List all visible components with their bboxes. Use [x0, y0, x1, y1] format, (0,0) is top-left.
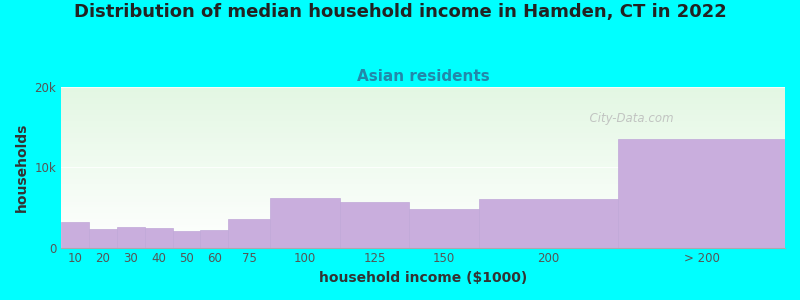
- Bar: [173, 232, 200, 247]
- Bar: [339, 202, 409, 248]
- Bar: [618, 139, 785, 248]
- Title: Asian residents: Asian residents: [357, 69, 490, 84]
- Bar: [409, 209, 478, 248]
- Text: City-Data.com: City-Data.com: [582, 112, 674, 125]
- Bar: [145, 228, 173, 248]
- Bar: [89, 229, 117, 248]
- Bar: [61, 222, 89, 247]
- Bar: [270, 198, 339, 248]
- Bar: [228, 219, 270, 247]
- Y-axis label: households: households: [15, 122, 29, 212]
- Bar: [478, 199, 618, 248]
- Bar: [117, 227, 145, 248]
- Text: Distribution of median household income in Hamden, CT in 2022: Distribution of median household income …: [74, 3, 726, 21]
- Bar: [200, 230, 228, 248]
- X-axis label: household income ($1000): household income ($1000): [319, 271, 527, 285]
